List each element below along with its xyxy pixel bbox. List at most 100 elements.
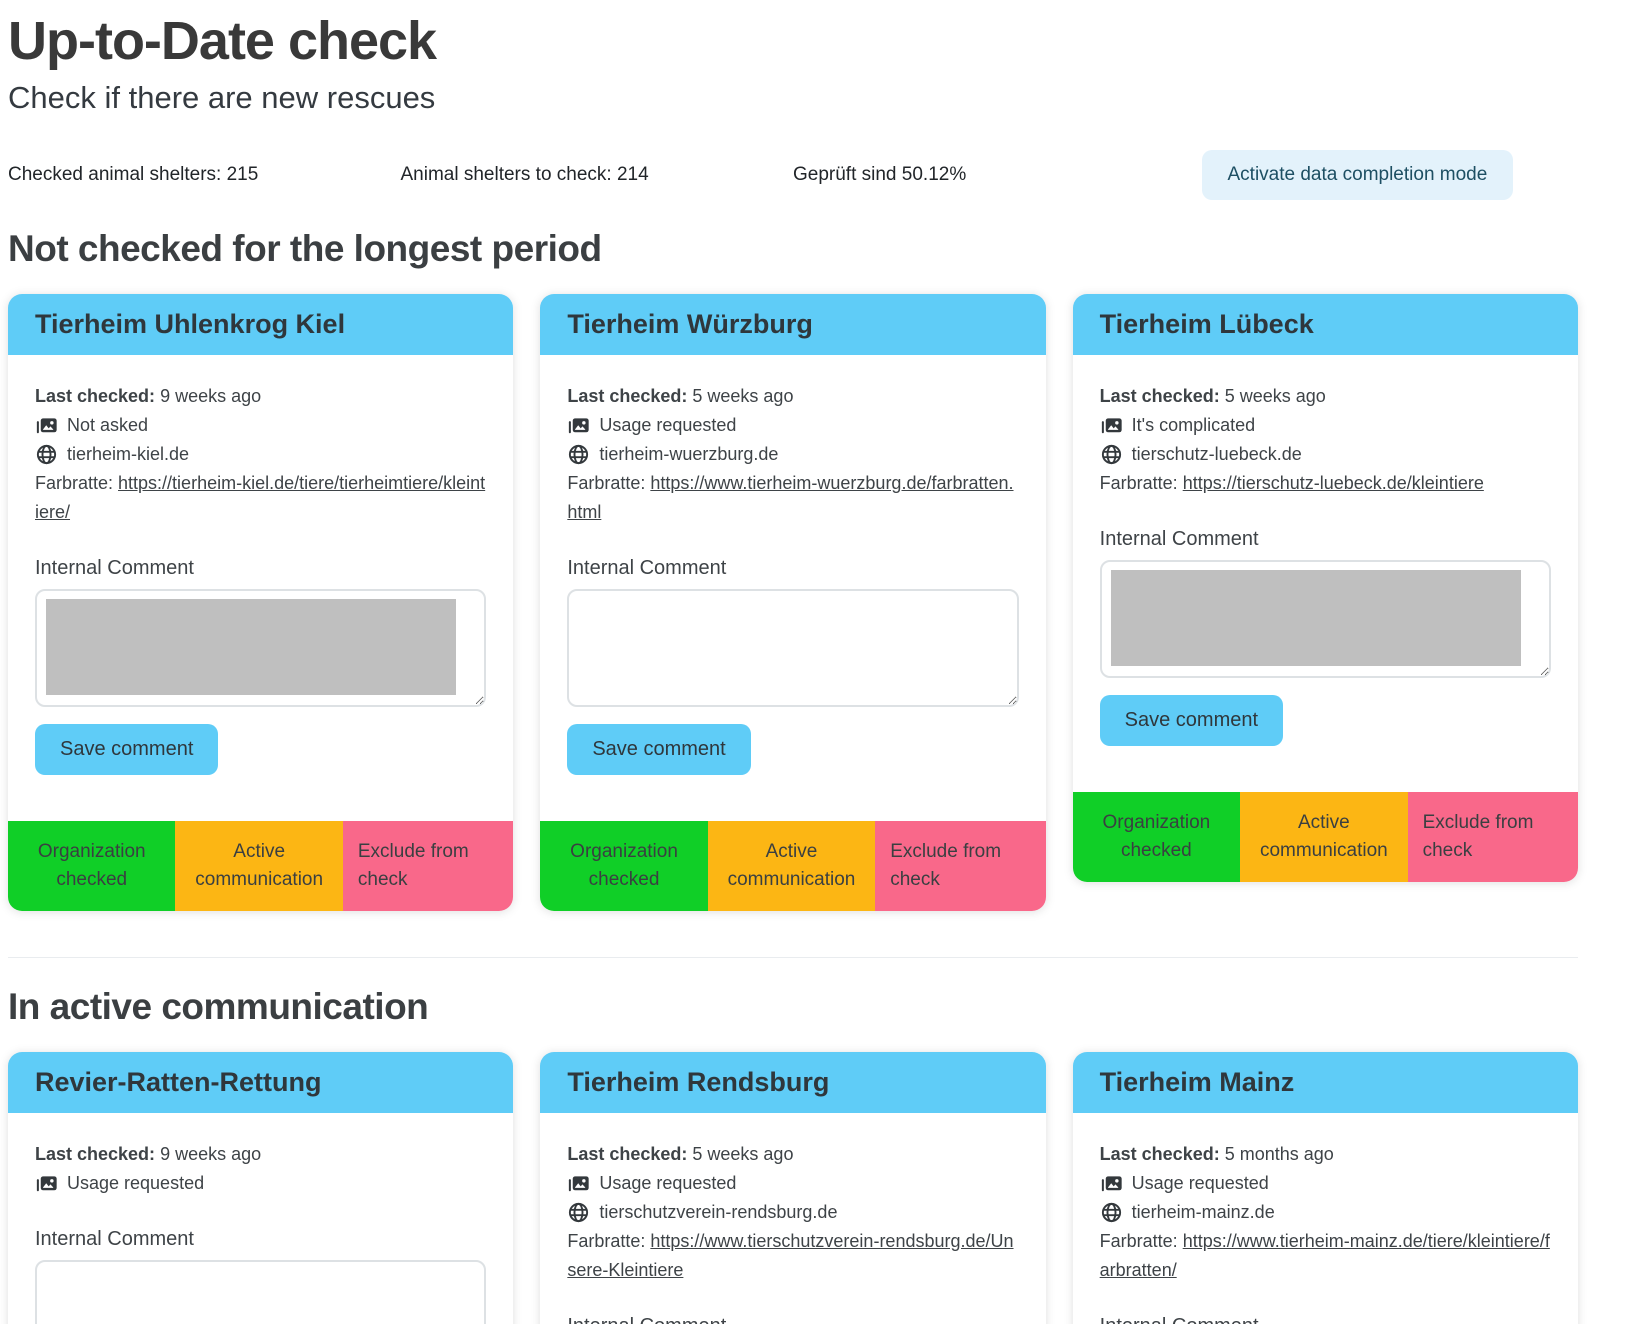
card-header: Tierheim Würzburg (540, 294, 1046, 356)
farbratte-link[interactable]: https://tierheim-kiel.de/tiere/tierheimt… (35, 473, 486, 523)
image-usage-line: It's complicated (1100, 411, 1551, 440)
page-title: Up-to-Date check (8, 11, 437, 71)
organization-checked-button[interactable]: Organization checked (540, 821, 708, 912)
internal-comment-textarea[interactable] (1099, 560, 1551, 679)
website-line: tierschutz-luebeck.de (1100, 440, 1551, 469)
exclude-from-check-button[interactable]: Exclude from check (342, 821, 514, 912)
exclude-from-check-button[interactable]: Exclude from check (875, 821, 1046, 912)
image-usage-line: Usage requested (1100, 1169, 1551, 1198)
internal-comment-wrap (1099, 560, 1551, 679)
card-body: Last checked: 9 weeks ago Usage requested… (8, 1113, 513, 1324)
website-domain: tierschutz-luebeck.de (1131, 444, 1302, 465)
website-domain: tierheim-kiel.de (67, 444, 190, 465)
image-usage-status: Usage requested (1131, 1173, 1269, 1194)
internal-comment-label: Internal Comment (1100, 1315, 1551, 1324)
farbratte-link[interactable]: https://tierschutz-luebeck.de/kleintiere (1182, 473, 1484, 494)
card-body: Last checked: 5 weeks ago Usage requested… (540, 355, 1045, 776)
image-usage-status: Usage requested (599, 1173, 737, 1194)
stat-checked-percentage: Geprüft sind 50.12% (793, 164, 967, 186)
website-line: tierschutzverein-rendsburg.de (567, 1198, 1018, 1227)
save-comment-button[interactable]: Save comment (567, 724, 751, 776)
image-usage-line: Usage requested (567, 1169, 1018, 1198)
image-usage-line: Usage requested (35, 1169, 486, 1198)
shelter-name: Revier-Ratten-Rettung (35, 1067, 322, 1098)
card-body: Last checked: 5 weeks ago Usage requested… (540, 1113, 1045, 1324)
image-usage-line: Usage requested (567, 411, 1018, 440)
organization-checked-button[interactable]: Organization checked (1072, 792, 1241, 883)
last-checked-line: Last checked: 5 months ago (1099, 1144, 1334, 1165)
farbratte-line: Farbratte: https://tierheim-kiel.de/tier… (35, 469, 486, 527)
image-icon (1100, 1172, 1123, 1195)
internal-comment-textarea[interactable] (35, 589, 487, 708)
last-checked-line: Last checked: 9 weeks ago (35, 1144, 262, 1165)
farbratte-label: Farbratte: (1099, 1231, 1183, 1252)
shelter-name: Tierheim Uhlenkrog Kiel (35, 309, 346, 340)
card-body: Last checked: 5 weeks ago It's complicate… (1073, 355, 1578, 747)
website-line: tierheim-mainz.de (1100, 1198, 1551, 1227)
farbratte-line: Farbratte: https://www.tierschutzverein-… (567, 1227, 1018, 1285)
farbratte-link[interactable]: https://www.tierheim-wuerzburg.de/farbra… (567, 473, 1014, 523)
cards-grid-not-checked: Tierheim Uhlenkrog Kiel Last checked: 9 w… (8, 294, 1579, 912)
exclude-from-check-button[interactable]: Exclude from check (1407, 792, 1579, 883)
last-checked-label: Last checked: (1099, 1144, 1220, 1165)
farbratte-link[interactable]: https://www.tierschutzverein-rendsburg.d… (567, 1231, 1014, 1281)
shelter-card: Tierheim Mainz Last checked: 5 months ago… (1072, 1052, 1578, 1324)
farbratte-label: Farbratte: (35, 473, 119, 494)
active-communication-button[interactable]: Active communication (175, 821, 343, 912)
image-icon (567, 1172, 590, 1195)
internal-comment-wrap (35, 589, 487, 708)
page-subtitle: Check if there are new rescues (8, 80, 436, 116)
shelter-name: Tierheim Lübeck (1099, 309, 1314, 340)
card-header: Tierheim Mainz (1072, 1052, 1578, 1114)
farbratte-label: Farbratte: (567, 473, 651, 494)
internal-comment-textarea[interactable] (567, 589, 1019, 708)
last-checked-line: Last checked: 5 weeks ago (567, 386, 794, 407)
last-checked-line: Last checked: 5 weeks ago (1099, 386, 1326, 407)
image-icon (1100, 414, 1123, 437)
stats-row: Checked animal shelters: 215 Animal shel… (8, 150, 1578, 201)
card-header: Revier-Ratten-Rettung (8, 1052, 514, 1114)
globe-icon (1100, 1201, 1123, 1224)
section-title-not-checked: Not checked for the longest period (8, 228, 602, 270)
card-body: Last checked: 5 months ago Usage requeste… (1073, 1113, 1578, 1324)
active-communication-button[interactable]: Active communication (707, 821, 876, 912)
last-checked-label: Last checked: (1099, 386, 1220, 407)
active-communication-button[interactable]: Active communication (1240, 792, 1408, 883)
shelter-card: Tierheim Rendsburg Last checked: 5 weeks … (540, 1052, 1046, 1324)
last-checked-line: Last checked: 9 weeks ago (35, 386, 262, 407)
stat-shelters-to-check: Animal shelters to check: 214 (400, 164, 649, 186)
shelter-name: Tierheim Mainz (1099, 1067, 1295, 1098)
website-domain: tierheim-mainz.de (1131, 1202, 1275, 1223)
image-icon (567, 414, 590, 437)
image-icon (35, 1172, 58, 1195)
farbratte-line: Farbratte: https://tierschutz-luebeck.de… (1100, 469, 1551, 498)
internal-comment-label: Internal Comment (35, 1228, 194, 1251)
globe-icon (35, 443, 58, 466)
cards-grid-active-communication: Revier-Ratten-Rettung Last checked: 9 wee… (8, 1052, 1578, 1324)
website-line: tierheim-wuerzburg.de (567, 440, 1018, 469)
card-header: Tierheim Lübeck (1072, 294, 1578, 356)
globe-icon (567, 443, 590, 466)
image-icon (35, 414, 58, 437)
card-header: Tierheim Uhlenkrog Kiel (8, 294, 514, 356)
card-body: Last checked: 9 weeks ago Not asked tierhe… (8, 355, 513, 776)
farbratte-link[interactable]: https://www.tierheim-mainz.de/tiere/klei… (1099, 1231, 1550, 1281)
stat-checked-shelters: Checked animal shelters: 215 (8, 164, 259, 186)
image-usage-line: Not asked (35, 411, 486, 440)
shelter-card: Revier-Ratten-Rettung Last checked: 9 wee… (8, 1052, 514, 1324)
farbratte-label: Farbratte: (1099, 473, 1183, 494)
activate-data-completion-button[interactable]: Activate data completion mode (1201, 150, 1514, 201)
shelter-card: Tierheim Lübeck Last checked: 5 weeks ago… (1072, 294, 1579, 883)
farbratte-label: Farbratte: (567, 1231, 651, 1252)
organization-checked-button[interactable]: Organization checked (8, 821, 176, 912)
internal-comment-label: Internal Comment (567, 1315, 1018, 1324)
shelter-card: Tierheim Würzburg Last checked: 5 weeks a… (540, 294, 1046, 912)
website-domain: tierschutzverein-rendsburg.de (599, 1202, 838, 1223)
globe-icon (567, 1201, 590, 1224)
save-comment-button[interactable]: Save comment (1099, 695, 1284, 747)
save-comment-button[interactable]: Save comment (35, 724, 219, 776)
internal-comment-textarea[interactable] (35, 1260, 487, 1324)
website-domain: tierheim-wuerzburg.de (599, 444, 779, 465)
internal-comment-label: Internal Comment (567, 557, 727, 580)
